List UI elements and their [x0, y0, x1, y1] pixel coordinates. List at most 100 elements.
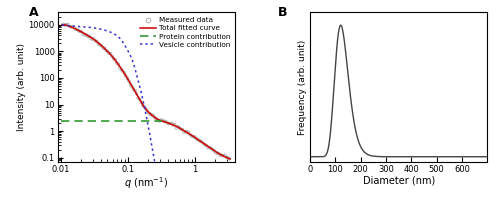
Point	[94, 42, 102, 46]
Point	[60, 23, 68, 26]
Y-axis label: Frequency (arb. unit): Frequency (arb. unit)	[298, 39, 307, 135]
Point	[186, 133, 194, 136]
Point	[206, 146, 214, 149]
Point	[86, 35, 94, 38]
Point	[66, 25, 74, 28]
Point	[114, 63, 122, 66]
Point	[80, 33, 88, 36]
Point	[160, 120, 168, 123]
Point	[157, 118, 165, 122]
Point	[201, 143, 209, 146]
Point	[68, 25, 76, 28]
Point	[188, 134, 196, 137]
Point	[212, 151, 220, 154]
Point	[218, 154, 226, 157]
Point	[154, 119, 162, 122]
Point	[143, 109, 151, 112]
Point	[78, 30, 86, 33]
Point	[130, 88, 138, 91]
Point	[100, 47, 108, 50]
Point	[151, 116, 159, 119]
Point	[183, 130, 191, 134]
Point	[200, 142, 207, 146]
Point	[222, 156, 230, 159]
Point	[120, 71, 128, 75]
Point	[82, 33, 90, 37]
Point	[202, 144, 210, 147]
Point	[90, 37, 98, 40]
Point	[208, 147, 216, 150]
Point	[190, 135, 198, 138]
Point	[110, 57, 118, 61]
Point	[124, 77, 132, 80]
Point	[169, 123, 177, 127]
Point	[158, 119, 166, 122]
Point	[176, 126, 184, 129]
Point	[170, 123, 178, 126]
Point	[84, 35, 92, 38]
Point	[204, 146, 212, 149]
X-axis label: Diameter (nm): Diameter (nm)	[362, 175, 435, 185]
Point	[156, 119, 164, 123]
Point	[62, 23, 70, 26]
Point	[150, 114, 158, 117]
Point	[138, 103, 146, 107]
Point	[92, 39, 100, 42]
Point	[105, 52, 113, 55]
Point	[162, 120, 170, 123]
Point	[177, 127, 185, 131]
Point	[194, 138, 202, 141]
Point	[136, 98, 143, 101]
Point	[70, 26, 78, 29]
Point	[166, 122, 174, 125]
Point	[137, 101, 145, 104]
Point	[142, 107, 150, 110]
Point	[209, 148, 217, 151]
Point	[195, 139, 203, 142]
Point	[132, 92, 140, 95]
Point	[152, 117, 160, 120]
Point	[210, 149, 218, 153]
Point	[76, 30, 84, 33]
Point	[224, 156, 232, 160]
Point	[73, 28, 81, 31]
Point	[64, 23, 72, 26]
Point	[122, 74, 130, 77]
Point	[106, 52, 114, 55]
Point	[182, 130, 190, 133]
Text: A: A	[29, 6, 38, 19]
Point	[184, 131, 192, 134]
Point	[116, 66, 124, 69]
Point	[111, 58, 119, 61]
Legend: Measured data, Total fitted curve, Protein contribution, Vesicle contribution: Measured data, Total fitted curve, Prote…	[138, 16, 232, 49]
Point	[79, 33, 87, 36]
Point	[196, 140, 204, 143]
Point	[164, 122, 172, 125]
Point	[146, 112, 154, 116]
Point	[126, 83, 134, 86]
Point	[221, 154, 229, 157]
Point	[93, 40, 101, 43]
Point	[128, 85, 136, 88]
Point	[189, 135, 197, 138]
Point	[226, 157, 234, 160]
Point	[220, 154, 228, 157]
Point	[125, 80, 133, 83]
Point	[102, 49, 110, 52]
Point	[180, 130, 188, 134]
Point	[98, 44, 106, 47]
Point	[216, 153, 224, 157]
Point	[74, 29, 82, 32]
Point	[198, 140, 206, 143]
Point	[172, 126, 180, 130]
Point	[145, 111, 153, 115]
X-axis label: $q$ (nm$^{-1}$): $q$ (nm$^{-1}$)	[124, 175, 168, 191]
Point	[192, 137, 200, 140]
Point	[134, 96, 142, 100]
Point	[104, 50, 112, 53]
Point	[174, 125, 182, 128]
Point	[99, 46, 107, 49]
Point	[67, 25, 75, 29]
Point	[168, 122, 175, 125]
Point	[148, 113, 156, 116]
